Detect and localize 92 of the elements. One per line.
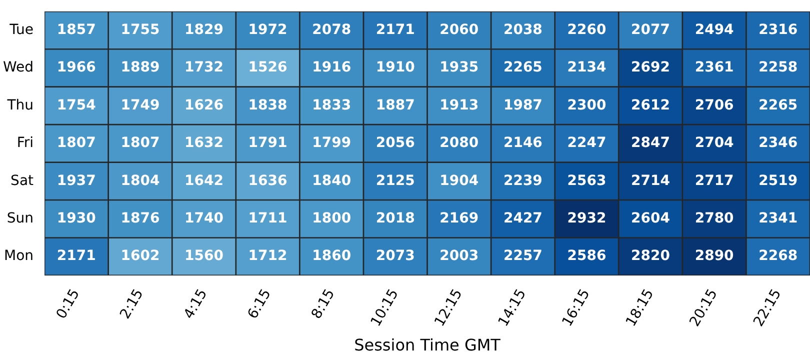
data-label: 2563 (567, 172, 606, 189)
data-label: 1526 (248, 60, 288, 76)
data-label: 2265 (758, 97, 798, 114)
data-label: 2704 (694, 135, 734, 152)
data-label: 1840 (312, 172, 352, 189)
data-label: 2060 (440, 22, 479, 38)
data-label: 2171 (376, 22, 415, 38)
y-tick-label: Tue (8, 22, 34, 38)
data-label: 1636 (248, 172, 288, 189)
data-label: 1876 (120, 210, 160, 227)
data-label: 2077 (631, 22, 670, 38)
data-label: 2820 (631, 248, 670, 264)
data-label: 2932 (567, 210, 606, 227)
data-label: 2692 (631, 60, 670, 76)
data-label: 1987 (503, 97, 542, 114)
data-label: 2268 (758, 248, 798, 264)
data-label: 1642 (184, 172, 224, 189)
data-label: 2078 (312, 22, 352, 38)
data-label: 2706 (694, 97, 734, 114)
data-label: 1860 (312, 248, 352, 264)
data-label: 1904 (440, 172, 479, 189)
data-label: 2169 (440, 210, 479, 227)
data-label: 2519 (758, 172, 798, 189)
data-label: 2494 (694, 22, 734, 38)
data-label: 1829 (184, 22, 224, 38)
data-label: 1740 (184, 210, 224, 227)
data-label: 1937 (56, 172, 96, 189)
data-label: 1910 (376, 60, 416, 76)
data-label: 1916 (312, 60, 352, 76)
data-label: 2847 (631, 135, 670, 152)
data-label: 1838 (248, 97, 288, 114)
y-tick-label: Mon (4, 248, 34, 264)
data-label: 2300 (567, 97, 606, 114)
data-label: 1732 (184, 60, 224, 76)
data-label: 2056 (376, 135, 415, 152)
data-label: 2341 (758, 210, 798, 227)
data-label: 1602 (120, 248, 160, 264)
y-tick-label: Thu (6, 97, 34, 114)
data-label: 1913 (440, 97, 479, 114)
data-label: 2239 (503, 172, 542, 189)
data-label: 2080 (440, 135, 479, 152)
x-axis-title: Session Time GMT (354, 336, 501, 355)
data-label: 2257 (503, 248, 542, 264)
data-label: 2125 (376, 172, 415, 189)
data-label: 2038 (503, 22, 542, 38)
data-label: 1754 (56, 97, 96, 114)
data-label: 2316 (758, 22, 798, 38)
data-label: 1749 (120, 97, 160, 114)
data-label: 2258 (758, 60, 798, 76)
data-label: 1800 (312, 210, 352, 227)
data-label: 1972 (248, 22, 288, 38)
data-label: 2003 (440, 248, 479, 264)
data-label: 2171 (56, 248, 96, 264)
data-label: 2073 (376, 248, 415, 264)
data-label: 1833 (312, 97, 352, 114)
data-label: 2717 (694, 172, 734, 189)
data-label: 1930 (56, 210, 96, 227)
data-label: 2714 (631, 172, 670, 189)
data-label: 2612 (631, 97, 670, 114)
y-tick-label: Sun (6, 210, 34, 227)
data-label: 1712 (248, 248, 288, 264)
data-label: 1799 (312, 135, 352, 152)
data-label: 2146 (503, 135, 542, 152)
data-label: 1857 (56, 22, 96, 38)
y-tick-label: Sat (10, 172, 34, 189)
data-label: 2586 (567, 248, 606, 264)
data-label: 2780 (694, 210, 734, 227)
data-label: 1632 (184, 135, 224, 152)
data-label: 1626 (184, 97, 224, 114)
data-label: 2134 (567, 60, 606, 76)
data-label: 1791 (248, 135, 288, 152)
y-tick-label: Wed (2, 60, 34, 76)
data-label: 1887 (376, 97, 415, 114)
data-label: 1807 (120, 135, 160, 152)
data-label: 2604 (631, 210, 670, 227)
data-label: 2265 (503, 60, 542, 76)
data-label: 2361 (694, 60, 734, 76)
y-tick-label: Fri (16, 135, 34, 152)
data-label: 2018 (376, 210, 415, 227)
data-label: 2427 (503, 210, 542, 227)
data-label: 1711 (248, 210, 288, 227)
data-label: 1804 (120, 172, 160, 189)
data-label: 1935 (440, 60, 479, 76)
data-label: 2346 (758, 135, 798, 152)
data-label: 2247 (567, 135, 606, 152)
data-label: 1560 (184, 248, 224, 264)
data-label: 1966 (56, 60, 96, 76)
data-label: 1807 (56, 135, 96, 152)
data-label: 1889 (120, 60, 160, 76)
data-label: 1755 (120, 22, 160, 38)
data-label: 2260 (567, 22, 606, 38)
data-label: 2890 (694, 248, 734, 264)
